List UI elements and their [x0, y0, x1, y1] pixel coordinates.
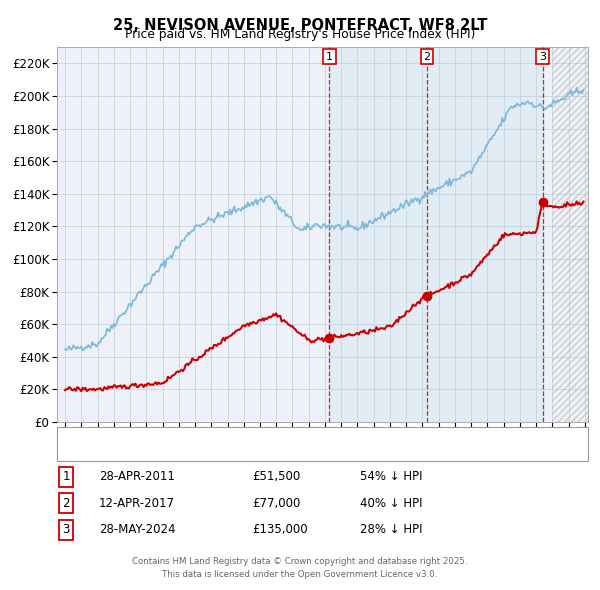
Text: 25, NEVISON AVENUE, PONTEFRACT, WF8 2LT: 25, NEVISON AVENUE, PONTEFRACT, WF8 2LT — [113, 18, 487, 32]
Text: 3: 3 — [62, 523, 70, 536]
Text: 54% ↓ HPI: 54% ↓ HPI — [360, 470, 422, 483]
Text: 40% ↓ HPI: 40% ↓ HPI — [360, 497, 422, 510]
Text: £135,000: £135,000 — [252, 523, 308, 536]
Text: 2: 2 — [424, 51, 430, 61]
Text: £77,000: £77,000 — [252, 497, 301, 510]
Text: £51,500: £51,500 — [252, 470, 300, 483]
Text: 12-APR-2017: 12-APR-2017 — [99, 497, 175, 510]
Text: 1: 1 — [326, 51, 333, 61]
Text: Contains HM Land Registry data © Crown copyright and database right 2025.
This d: Contains HM Land Registry data © Crown c… — [132, 557, 468, 579]
Text: 3: 3 — [539, 51, 546, 61]
Text: 28-APR-2011: 28-APR-2011 — [99, 470, 175, 483]
Text: 1: 1 — [62, 470, 70, 483]
Text: 28-MAY-2024: 28-MAY-2024 — [99, 523, 176, 536]
Bar — [329, 47, 542, 422]
Text: Price paid vs. HM Land Registry's House Price Index (HPI): Price paid vs. HM Land Registry's House … — [125, 28, 475, 41]
Text: 28% ↓ HPI: 28% ↓ HPI — [360, 523, 422, 536]
Text: HPI: Average price, semi-detached house, Wakefield: HPI: Average price, semi-detached house,… — [102, 447, 374, 456]
Text: 25, NEVISON AVENUE, PONTEFRACT, WF8 2LT (semi-detached house): 25, NEVISON AVENUE, PONTEFRACT, WF8 2LT … — [102, 433, 463, 442]
Text: 2: 2 — [62, 497, 70, 510]
